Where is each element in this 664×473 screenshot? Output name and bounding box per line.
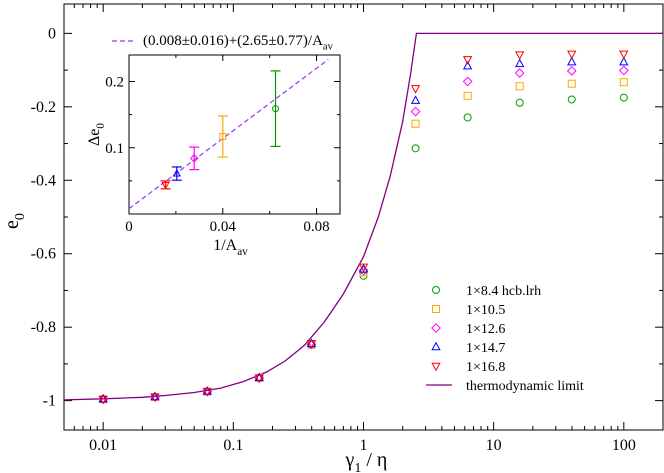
data-point-series-4 xyxy=(98,393,108,403)
legend-marker xyxy=(432,286,440,294)
data-point-series-5 xyxy=(98,395,108,405)
y-tick-label: -1 xyxy=(43,393,56,410)
inset-x-axis-label: 1/Aav xyxy=(213,237,248,258)
data-point-series-4 xyxy=(150,391,160,401)
y-tick-label: -0.4 xyxy=(31,172,56,189)
inset-data-point xyxy=(219,132,227,140)
legend-marker xyxy=(431,323,441,333)
data-point-series-5 xyxy=(202,388,212,397)
data-point-series-5 xyxy=(358,263,369,273)
data-point-series-5 xyxy=(306,340,317,349)
data-point-series-4 xyxy=(254,372,264,382)
legend-marker xyxy=(431,341,441,351)
y-tick-label: 0 xyxy=(48,25,56,42)
y-tick-label: -0.8 xyxy=(31,319,56,336)
inset-data-point xyxy=(172,168,181,177)
inset-plot: 0 0.04 0.08 0.1 0.2 1/Aav Δe0 (0.008±0.016)+(2.… xyxy=(86,33,341,258)
data-point-series-5 xyxy=(567,50,577,60)
fit-legend-label: (0.008±0.016)+(2.65±0.77)/Aav xyxy=(143,33,334,53)
inset-x-tick-label: 0 xyxy=(125,219,133,235)
thermodynamic-limit-line xyxy=(63,32,663,401)
data-point-series-5 xyxy=(410,85,421,94)
data-point-series-3 xyxy=(462,76,473,87)
data-point-series-2 xyxy=(359,268,368,277)
legend-label: 1×12.6 xyxy=(466,322,505,337)
data-point-series-3 xyxy=(410,106,421,117)
data-point-series-4 xyxy=(619,56,629,66)
x-tick-label: 1 xyxy=(360,437,368,454)
data-point-series-3 xyxy=(566,65,577,76)
inset-frame xyxy=(128,54,341,215)
data-point-series-5 xyxy=(462,56,473,65)
data-point-series-2 xyxy=(463,91,472,100)
data-point-series-4 xyxy=(410,95,421,104)
data-point-series-5 xyxy=(150,393,160,403)
data-point-series-4 xyxy=(202,386,212,395)
x-tick-label: 10 xyxy=(486,437,502,454)
x-tick-label: 0.01 xyxy=(89,437,117,454)
inset-x-tick-label: 0.08 xyxy=(303,219,329,235)
inset-data-point xyxy=(189,154,199,163)
inset-fit-line xyxy=(128,58,329,210)
data-point-series-2 xyxy=(567,79,576,88)
data-point-series-1 xyxy=(411,144,420,153)
data-point-series-1 xyxy=(567,95,576,104)
data-point-series-2 xyxy=(619,78,628,87)
inset-data-point xyxy=(272,105,280,113)
inset-data-point xyxy=(161,181,170,190)
data-point-series-1 xyxy=(619,93,628,102)
data-point-series-4 xyxy=(514,58,525,68)
y-tick-label: -0.6 xyxy=(31,246,56,263)
data-point-series-3 xyxy=(514,68,525,78)
data-point-series-2 xyxy=(411,119,420,128)
legend-marker xyxy=(432,305,440,313)
y-axis-label: e0 xyxy=(1,213,28,229)
inset-y-tick-label: 0.1 xyxy=(105,141,124,157)
legend-label: 1×8.4 hcb.lrh xyxy=(466,284,541,299)
legend-marker xyxy=(431,362,441,372)
data-point-series-5 xyxy=(619,50,629,60)
x-axis-label: γ1 / η xyxy=(345,449,388,473)
inset-y-axis-label: Δe0 xyxy=(86,123,107,146)
data-point-series-2 xyxy=(515,82,524,91)
main-plot: 0.01 0.1 1 10 100 0 -0.2 -0.4 -0.6 -0.8 -1 γ1 / η e0… xyxy=(1,3,664,473)
data-point-series-3 xyxy=(618,65,629,76)
x-tick-label: 0.1 xyxy=(223,437,243,454)
legend-label: thermodynamic limit xyxy=(466,379,584,394)
data-point-series-5 xyxy=(254,374,264,384)
inset-y-tick-label: 0.2 xyxy=(105,75,124,91)
data-point-series-1 xyxy=(515,98,524,107)
data-point-series-1 xyxy=(463,113,472,122)
data-point-series-5 xyxy=(514,51,525,60)
data-point-series-4 xyxy=(567,56,577,66)
y-tick-label: -0.2 xyxy=(31,99,56,116)
data-point-series-4 xyxy=(462,60,473,70)
legend-label: 1×16.8 xyxy=(466,360,505,375)
x-tick-label: 100 xyxy=(612,437,636,454)
legend-label: 1×14.7 xyxy=(466,341,505,356)
inset-x-tick-label: 0.04 xyxy=(210,219,237,235)
legend-label: 1×10.5 xyxy=(466,303,505,318)
